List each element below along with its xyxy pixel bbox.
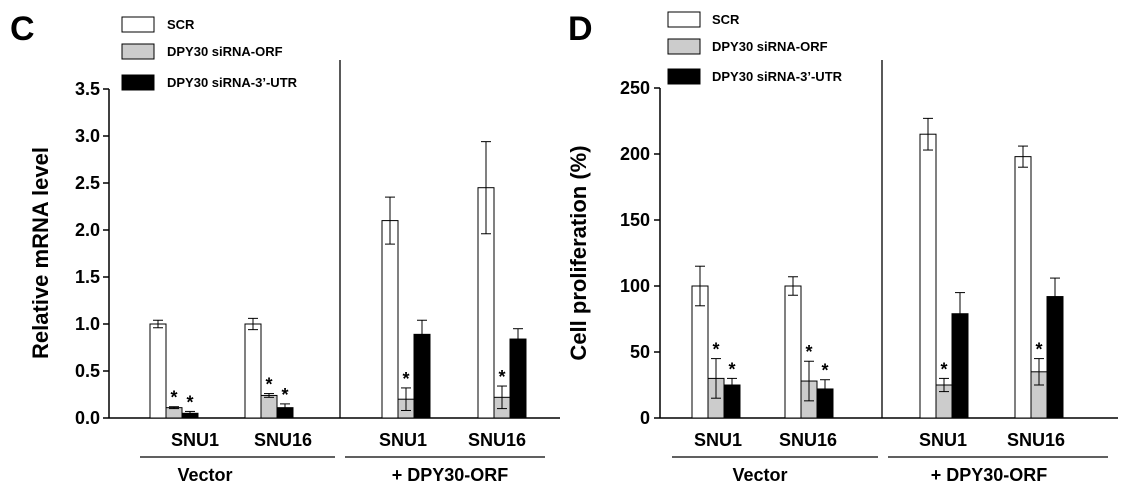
panel-c-bar: [260, 394, 278, 419]
panel-d-letter: D: [568, 10, 593, 48]
panel-c-letter: C: [10, 10, 35, 48]
panel-d-y-tick-label: 150: [620, 210, 650, 230]
panel-c: C Relative mRNA level 0.0 0.5 1.0 1.5 2.0 2.5…: [10, 10, 560, 485]
panel-d: D Cell proliferation (%) 0 50 100 150 200 250…: [566, 10, 1118, 485]
panel-d-bar: [784, 285, 802, 419]
panel-d-legend-label: DPY30 siRNA-3’-UTR: [712, 69, 843, 84]
panel-c-bar: [381, 220, 399, 419]
panel-c-y-tick-label: 1.0: [75, 314, 100, 334]
panel-c-y-tick-label: 3.5: [75, 79, 100, 99]
panel-d-significance-star: *: [712, 340, 719, 360]
panel-d-significance-star: *: [1035, 340, 1042, 360]
panel-c-category-label: SNU1: [171, 430, 219, 450]
panel-c-bar: [509, 338, 527, 419]
panel-c-bar: [244, 323, 262, 419]
panel-d-category-label: SNU16: [1007, 430, 1065, 450]
panel-c-category-label: SNU1: [379, 430, 427, 450]
panel-c-significance-star: *: [170, 388, 177, 408]
panel-c-legend-label: SCR: [167, 17, 195, 32]
panel-d-group-label: + DPY30-ORF: [931, 465, 1048, 485]
panel-d-y-tick-label: 250: [620, 78, 650, 98]
panel-c-category-label: SNU16: [468, 430, 526, 450]
panel-d-category-label: SNU1: [919, 430, 967, 450]
panel-c-bar: [165, 407, 183, 419]
panel-d-y-tick-label: 0: [640, 408, 650, 428]
panel-d-y-tick-label: 100: [620, 276, 650, 296]
panel-c-legend-swatch: [121, 43, 155, 60]
panel-d-y-axis-label: Cell proliferation (%): [566, 145, 591, 360]
panel-d-legend-swatch: [667, 38, 701, 55]
panel-d-significance-star: *: [805, 342, 812, 362]
panel-d-category-label: SNU16: [779, 430, 837, 450]
panel-c-y-tick-label: 0.5: [75, 361, 100, 381]
panel-c-group-label: Vector: [177, 465, 232, 485]
panel-d-legend-swatch: [667, 68, 701, 85]
panel-d-y-tick-label: 50: [630, 342, 650, 362]
panel-d-y-tick-label: 200: [620, 144, 650, 164]
panel-c-y-tick-label: 2.5: [75, 173, 100, 193]
panel-c-significance-star: *: [265, 375, 272, 395]
panel-c-significance-star: *: [498, 367, 505, 387]
panel-c-y-axis-label: Relative mRNA level: [28, 147, 53, 359]
panel-d-group-label: Vector: [732, 465, 787, 485]
panel-d-legend-swatch: [667, 11, 701, 28]
panel-c-legend-swatch: [121, 74, 155, 91]
panel-d-legend-label: DPY30 siRNA-ORF: [712, 39, 828, 54]
panel-c-bar: [149, 323, 167, 419]
panel-c-category-label: SNU16: [254, 430, 312, 450]
panel-d-legend-label: SCR: [712, 12, 740, 27]
panel-c-significance-star: *: [281, 385, 288, 405]
panel-c-group-label: + DPY30-ORF: [392, 465, 509, 485]
panel-c-significance-star: *: [402, 369, 409, 389]
panel-d-bar: [919, 133, 937, 419]
panel-d-category-label: SNU1: [694, 430, 742, 450]
panel-c-significance-star: *: [186, 392, 193, 412]
panel-d-significance-star: *: [821, 361, 828, 381]
panel-d-significance-star: *: [728, 359, 735, 379]
panel-c-legend-label: DPY30 siRNA-ORF: [167, 44, 283, 59]
panel-d-bar: [1014, 156, 1032, 419]
panel-c-y-tick-label: 0.0: [75, 408, 100, 428]
panel-c-y-tick-label: 1.5: [75, 267, 100, 287]
panel-c-legend-swatch: [121, 16, 155, 33]
panel-c-y-tick-label: 3.0: [75, 126, 100, 146]
panel-c-y-tick-label: 2.0: [75, 220, 100, 240]
panel-c-legend-label: DPY30 siRNA-3’-UTR: [167, 75, 298, 90]
panel-d-significance-star: *: [940, 359, 947, 379]
